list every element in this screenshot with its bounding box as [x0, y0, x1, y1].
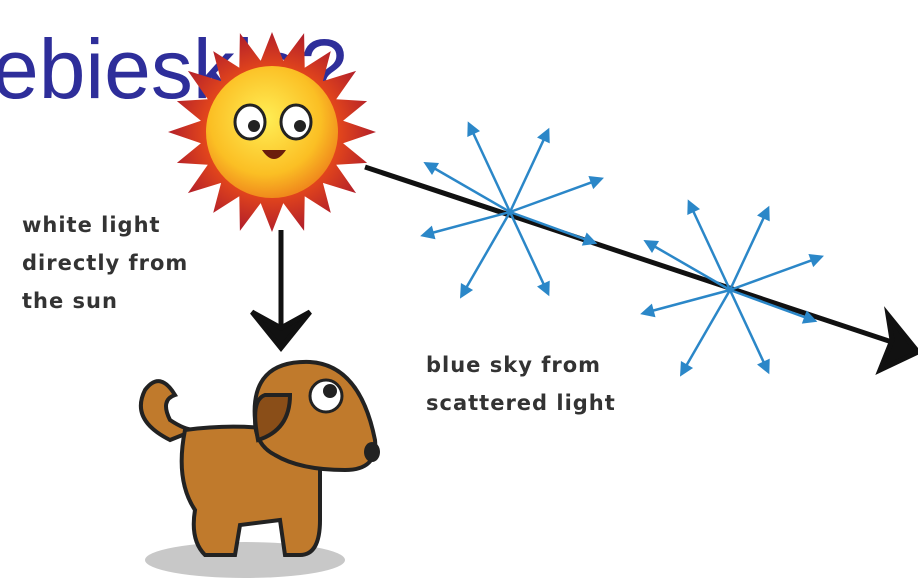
scatter-arrow-head: [680, 360, 694, 377]
dog: [139, 359, 380, 578]
scatter-ray: [508, 211, 548, 290]
scatter-ray: [649, 242, 731, 292]
tail: [139, 379, 196, 443]
arrow-head: [250, 309, 312, 352]
label-line: the sun: [22, 289, 118, 313]
scatter-ray: [469, 128, 512, 213]
scatter-ray: [508, 134, 548, 213]
scatter-ray: [462, 211, 512, 293]
pupil: [294, 120, 306, 132]
scatter-arrow-head: [808, 254, 824, 268]
scatter-ray: [509, 210, 591, 243]
scatter-arrow-head: [537, 280, 550, 297]
label-line: blue sky from: [426, 353, 601, 377]
scatter-arrow-head: [420, 225, 436, 240]
scatter-arrow-head: [537, 127, 550, 144]
scatter-arrow-head: [757, 205, 770, 222]
label-line: white light: [22, 213, 161, 237]
scatter-ray: [509, 179, 597, 214]
scatter-arrow-head: [581, 232, 598, 246]
scatter-ray: [427, 210, 511, 236]
pupil: [248, 120, 260, 132]
scatter-ray: [689, 206, 732, 291]
scatter-ray: [729, 257, 817, 292]
arrow-head: [875, 306, 918, 375]
nose: [364, 442, 380, 462]
pupil: [323, 384, 337, 398]
scatter-ray: [728, 289, 768, 368]
label-line: directly from: [22, 251, 188, 275]
scatter-ray: [647, 288, 731, 314]
scatter-arrow-head: [643, 240, 660, 254]
scatter-arrow-head: [757, 358, 770, 375]
arrows: [250, 164, 918, 375]
sun-face: [206, 66, 338, 198]
scatter-stars: [420, 121, 824, 377]
sun: [168, 32, 376, 232]
ear: [253, 393, 293, 443]
scatter-arrow-head: [687, 199, 700, 216]
label-line: scattered light: [426, 391, 616, 415]
scatter-arrow-head: [801, 310, 818, 324]
scatter-ray: [729, 288, 811, 321]
scatter-arrow-head: [588, 176, 604, 190]
scatter-arrow-head: [640, 303, 656, 318]
scatter-ray: [429, 164, 511, 214]
scatter-arrow-head: [423, 162, 440, 176]
scatter-arrow-head: [467, 121, 480, 138]
scatter-arrow-head: [460, 282, 474, 299]
scatter-ray: [728, 212, 768, 291]
scatter-ray: [682, 289, 732, 371]
mouth: [262, 150, 286, 159]
